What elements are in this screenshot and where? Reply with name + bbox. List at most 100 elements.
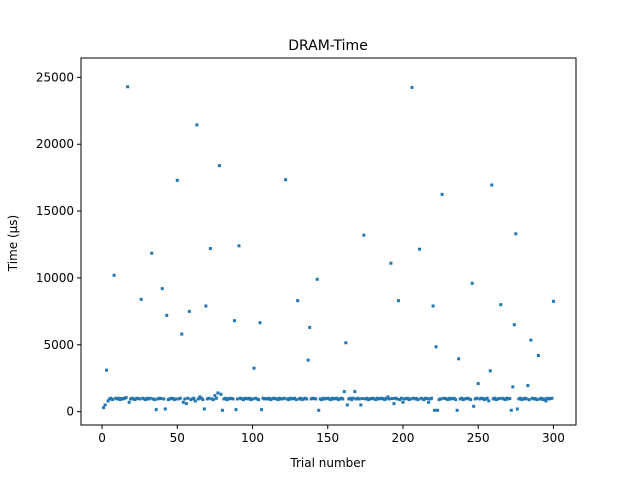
point <box>114 396 118 400</box>
point <box>405 396 409 400</box>
point <box>351 396 355 400</box>
point <box>463 397 467 401</box>
point <box>484 397 488 401</box>
point <box>109 396 113 400</box>
point <box>279 397 283 401</box>
point <box>299 396 303 400</box>
point <box>348 396 352 400</box>
point <box>169 396 173 400</box>
point <box>365 396 369 400</box>
point <box>526 384 530 388</box>
point <box>478 397 482 401</box>
point <box>147 397 151 401</box>
point <box>165 313 169 317</box>
point <box>136 397 140 401</box>
point <box>225 398 229 402</box>
point <box>517 397 521 401</box>
point <box>404 397 408 401</box>
chart-title: DRAM-Time <box>288 38 368 54</box>
x-axis-label: Trial number <box>289 456 365 470</box>
x-tick-label: 100 <box>241 431 264 445</box>
point <box>476 382 480 386</box>
point <box>237 244 241 248</box>
point <box>389 261 393 265</box>
point <box>475 396 479 400</box>
point <box>375 396 379 400</box>
point <box>216 391 220 395</box>
point <box>207 396 211 400</box>
point <box>330 396 334 400</box>
point <box>139 297 143 301</box>
point <box>487 399 491 403</box>
point <box>142 397 146 401</box>
point <box>482 398 486 402</box>
point <box>195 123 199 127</box>
point <box>123 396 127 400</box>
point <box>523 396 527 400</box>
point <box>111 398 115 402</box>
point <box>312 397 316 401</box>
point <box>451 397 455 401</box>
point <box>130 396 134 400</box>
point <box>402 397 406 401</box>
point <box>408 397 412 401</box>
point <box>430 396 434 400</box>
point <box>369 397 373 401</box>
point <box>105 368 109 372</box>
point <box>311 396 315 400</box>
point <box>168 397 172 401</box>
point <box>368 397 372 401</box>
point <box>374 398 378 402</box>
point <box>416 398 420 402</box>
point <box>401 400 405 404</box>
point <box>533 397 537 401</box>
point <box>172 398 176 402</box>
point <box>372 397 376 401</box>
point <box>226 397 230 401</box>
point <box>425 397 429 401</box>
point <box>154 408 158 412</box>
point <box>270 397 274 401</box>
point <box>434 345 438 349</box>
point <box>506 397 510 401</box>
point <box>290 397 294 401</box>
point <box>452 396 456 400</box>
point <box>157 396 161 400</box>
point <box>490 183 494 187</box>
point <box>514 232 518 236</box>
y-tick-label: 5000 <box>43 338 74 352</box>
point <box>138 397 142 401</box>
point <box>512 323 516 327</box>
point <box>443 397 447 401</box>
point <box>184 402 188 406</box>
point <box>308 325 312 329</box>
point <box>303 396 307 400</box>
point <box>357 397 361 401</box>
point <box>496 397 500 401</box>
point <box>393 396 397 400</box>
point <box>174 397 178 401</box>
point <box>436 408 440 412</box>
point <box>407 398 411 402</box>
point <box>245 397 249 401</box>
point <box>427 400 431 404</box>
point <box>175 178 179 182</box>
x-tick-label: 150 <box>316 431 339 445</box>
axes-frame <box>80 57 577 426</box>
x-tick-label: 300 <box>542 431 565 445</box>
point <box>381 397 385 401</box>
point <box>491 397 495 401</box>
point <box>260 408 264 412</box>
point <box>339 396 343 400</box>
point <box>217 164 221 168</box>
y-tick-label: 0 <box>66 405 74 419</box>
point <box>353 390 357 394</box>
point <box>205 397 209 401</box>
point <box>153 398 157 402</box>
point <box>231 397 235 401</box>
x-tick-label: 0 <box>98 431 106 445</box>
point <box>285 397 289 401</box>
point <box>336 398 340 402</box>
point <box>263 397 267 401</box>
